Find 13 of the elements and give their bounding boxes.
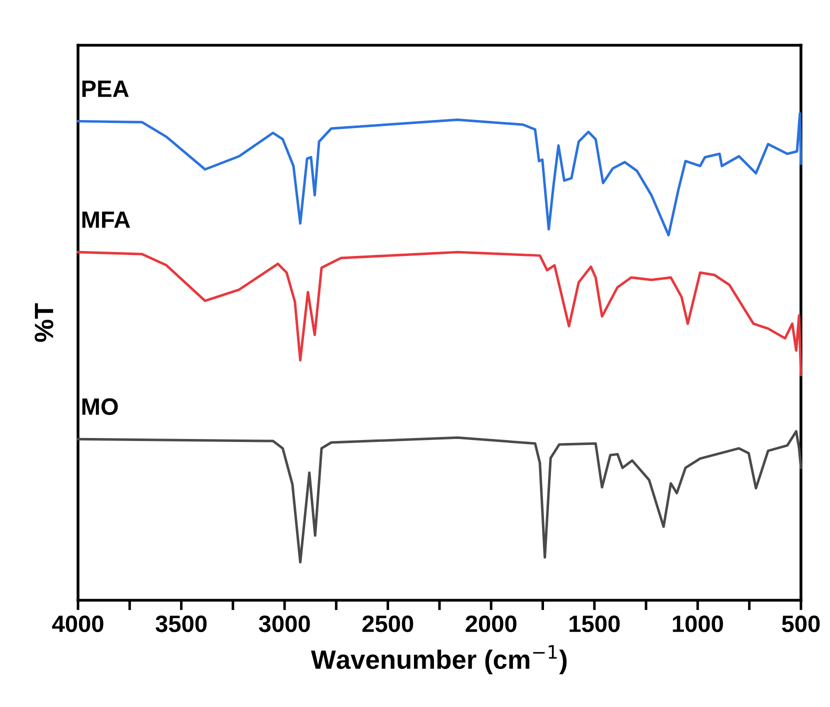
x-tick-label: 2500	[362, 615, 414, 632]
x-tick-label: 3500	[156, 615, 207, 632]
x-tick-label: 3000	[258, 615, 310, 632]
x-tick-label: 1000	[672, 615, 723, 632]
series-label: MFA	[82, 212, 130, 228]
x-tick-label: 4000	[52, 615, 104, 632]
series-label: PEA	[82, 80, 129, 97]
x-tick-label: 1500	[570, 615, 620, 632]
y-axis-title: %T	[34, 303, 54, 342]
x-tick-label: 500	[782, 615, 820, 632]
series-label: MO	[82, 398, 118, 415]
x-tick-label: 2000	[466, 615, 516, 632]
x-axis-title: Wavenumber (cm$^{−1}$)	[310, 645, 567, 674]
